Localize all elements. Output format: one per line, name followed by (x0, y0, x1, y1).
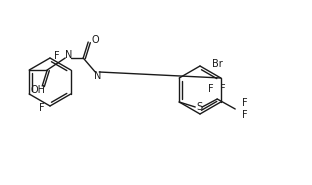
Text: N: N (94, 71, 101, 81)
Text: S: S (196, 102, 202, 112)
Text: F: F (208, 84, 214, 94)
Text: F: F (39, 103, 45, 113)
Text: F: F (242, 110, 248, 120)
Text: F: F (54, 51, 60, 61)
Text: F: F (242, 98, 248, 108)
Text: F: F (220, 84, 226, 94)
Text: Br: Br (212, 59, 223, 69)
Text: O: O (91, 35, 99, 45)
Text: OH: OH (31, 85, 46, 95)
Text: N: N (65, 50, 72, 60)
